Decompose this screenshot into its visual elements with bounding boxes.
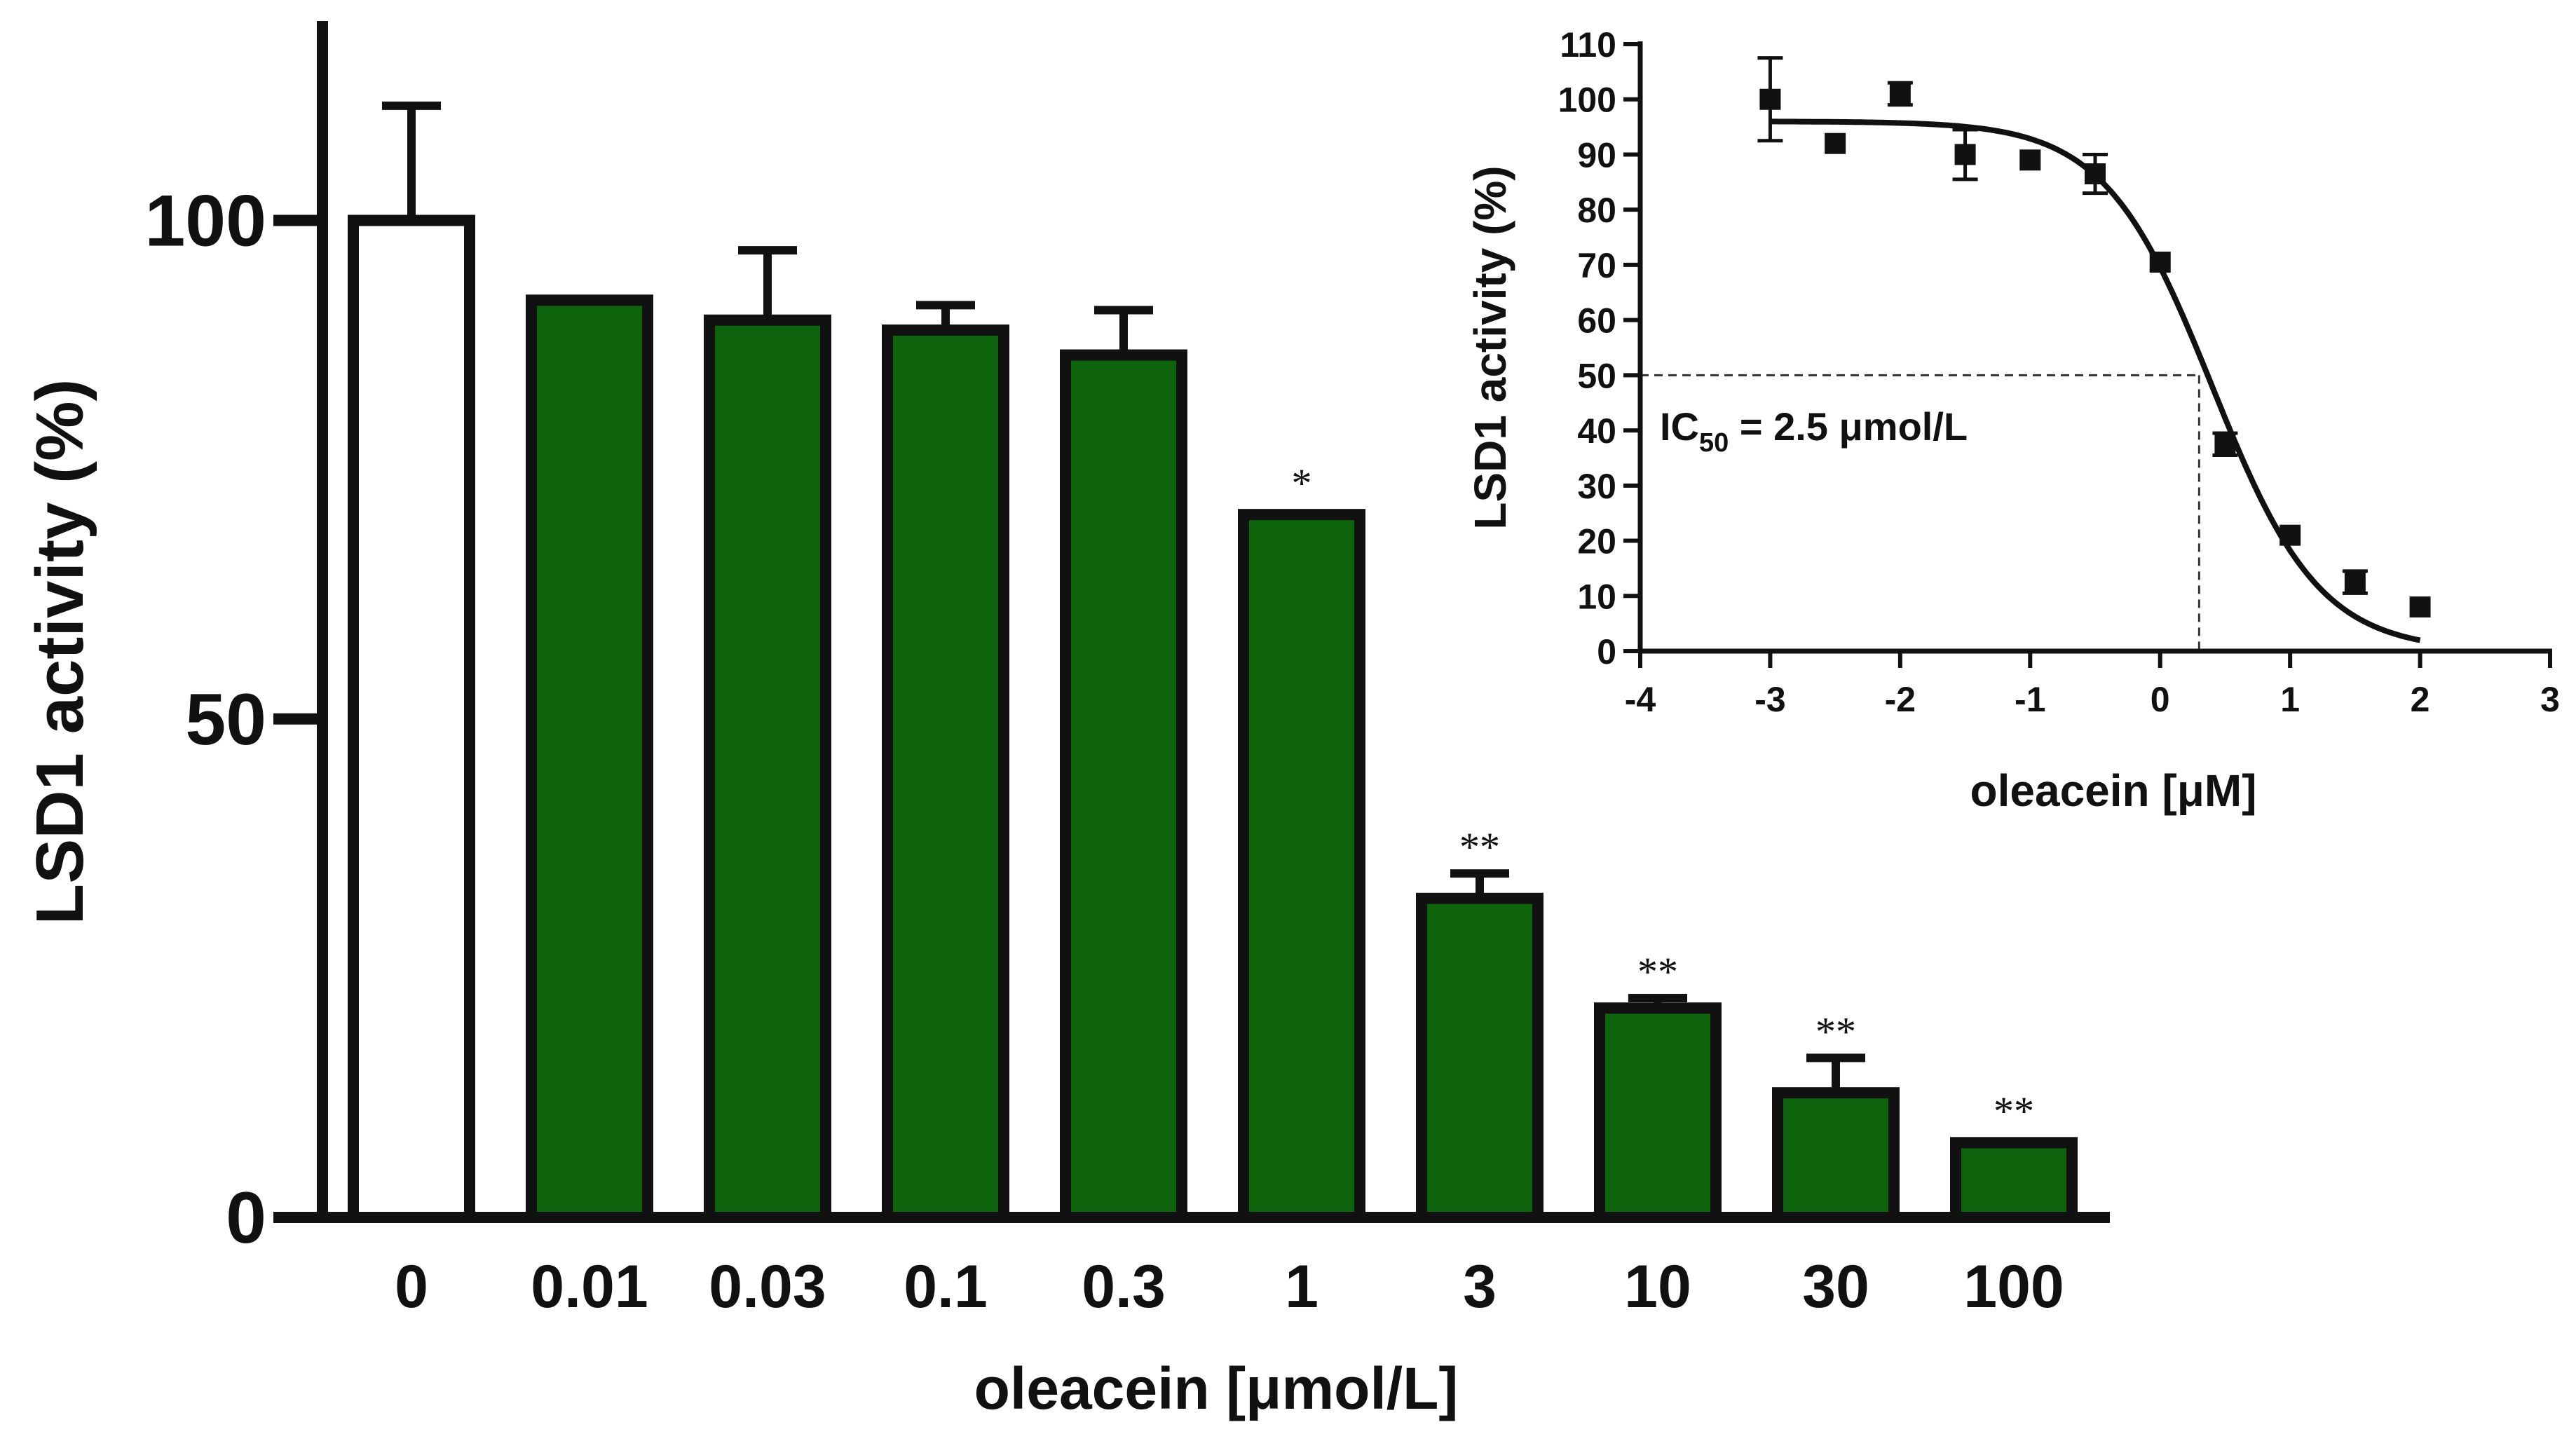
inset-y-tick-label-9: 90 — [1577, 135, 1616, 175]
x-tick-label-5: 1 — [1285, 1253, 1318, 1320]
x-tick-label-8: 30 — [1802, 1253, 1869, 1320]
x-tick-label-3: 0.1 — [904, 1253, 988, 1320]
inset-x-tick-label-1: -3 — [1754, 680, 1785, 719]
inset-x-tick-label-6: 2 — [2411, 680, 2430, 719]
inset-data-point-5 — [2085, 163, 2106, 185]
inset-x-tick-label-4: 0 — [2151, 680, 2170, 719]
inset-data-point-8 — [2279, 524, 2301, 546]
inset-y-tick-label-2: 20 — [1577, 522, 1616, 561]
significance-marker-9: ** — [1994, 1088, 2034, 1134]
significance-marker-6: ** — [1459, 824, 1500, 870]
x-tick-label-2: 0.03 — [709, 1253, 826, 1320]
bar-1 — [526, 294, 653, 1223]
inset-data-point-6 — [2149, 251, 2171, 273]
bar-8 — [1772, 1087, 1900, 1223]
inset-y-tick-label-8: 80 — [1577, 191, 1616, 230]
significance-marker-7: ** — [1637, 949, 1678, 995]
bar-2 — [704, 314, 831, 1223]
bar-3 — [882, 324, 1009, 1224]
inset-reference-lines — [1640, 374, 2200, 651]
bar-4 — [1060, 349, 1187, 1224]
inset-y-tick-label-7: 70 — [1577, 246, 1616, 285]
inset-y-tick-label-3: 30 — [1577, 467, 1616, 506]
main-x-tick-labels: 0 0.01 0.03 0.1 0.3 1 3 10 30 100 — [395, 1253, 2064, 1320]
inset-y-tick-label-6: 60 — [1577, 301, 1616, 341]
ic50-subscript: 50 — [1699, 428, 1729, 458]
inset-data-point-4 — [2019, 149, 2041, 171]
inset-x-ticks: -4 -3 -2 -1 0 1 2 3 — [1625, 651, 2560, 719]
bar-6 — [1416, 892, 1543, 1224]
main-x-axis-label: oleacein [μmol/L] — [974, 1355, 1459, 1421]
main-bars — [348, 214, 2078, 1224]
y-tick-label-1: 50 — [185, 679, 266, 760]
inset-x-tick-label-3: -1 — [2015, 680, 2045, 719]
inset-data-point-10 — [2409, 596, 2431, 618]
inset-fit-curve — [1770, 118, 2421, 643]
inset-y-tick-label-0: 0 — [1597, 632, 1616, 671]
inset-y-tick-label-4: 40 — [1577, 411, 1616, 451]
inset-y-tick-label-5: 50 — [1577, 356, 1616, 395]
inset-y-tick-label-10: 100 — [1558, 81, 1616, 120]
main-error-bars — [382, 101, 1865, 1093]
inset-x-tick-label-7: 3 — [2540, 680, 2560, 719]
x-tick-label-7: 10 — [1624, 1253, 1691, 1320]
main-significance-markers: ********* — [1292, 460, 2035, 1134]
bar-9 — [1950, 1137, 2078, 1223]
x-tick-label-1: 0.01 — [531, 1253, 648, 1320]
x-tick-label-4: 0.3 — [1082, 1253, 1166, 1320]
significance-marker-5: * — [1292, 460, 1312, 506]
x-tick-label-9: 100 — [1963, 1253, 2064, 1320]
inset-data-point-9 — [2344, 571, 2366, 593]
x-tick-label-0: 0 — [395, 1253, 428, 1320]
main-y-axis-label: LSD1 activity (%) — [22, 379, 97, 925]
inset-x-axis-label: oleacein [μM] — [1970, 765, 2257, 816]
inset-x-tick-label-2: -2 — [1885, 680, 1916, 719]
ic50-annotation: IC50 = 2.5 μmol/L — [1660, 404, 1968, 458]
bar-7 — [1594, 1002, 1722, 1224]
significance-marker-8: ** — [1815, 1009, 1856, 1054]
inset-y-tick-label-11: 110 — [1560, 25, 1616, 64]
inset-error-bars — [1757, 56, 2368, 595]
ic50-main: IC — [1660, 404, 1699, 449]
inset-y-ticks: 0 10 20 30 40 50 60 70 80 90 100 110 — [1558, 25, 1640, 671]
main-y-ticks: 0 50 100 — [144, 181, 322, 1259]
inset-data-point-3 — [1954, 144, 1976, 165]
ic50-rest: = 2.5 μmol/L — [1729, 404, 1968, 449]
bar-0 — [348, 214, 475, 1223]
inset-data-point-1 — [1825, 132, 1846, 154]
inset-data-points — [1759, 83, 2431, 618]
y-tick-label-0: 0 — [226, 1177, 266, 1259]
y-tick-label-2: 100 — [144, 181, 266, 262]
inset-data-point-7 — [2214, 433, 2236, 455]
inset-x-tick-label-5: 1 — [2280, 680, 2300, 719]
x-tick-label-6: 3 — [1463, 1253, 1497, 1320]
bar-5 — [1238, 509, 1365, 1223]
inset-y-tick-label-1: 10 — [1577, 577, 1616, 616]
inset-x-tick-label-0: -4 — [1625, 680, 1656, 719]
inset-y-axis-label: LSD1 activity (%) — [1465, 165, 1515, 529]
inset-data-point-0 — [1759, 88, 1781, 110]
inset-data-point-2 — [1889, 83, 1911, 104]
inset-ic50-chart: 0 10 20 30 40 50 60 70 80 90 100 110 -4 -3 -2 -1 0 1 2 3 o… — [1465, 25, 2560, 816]
